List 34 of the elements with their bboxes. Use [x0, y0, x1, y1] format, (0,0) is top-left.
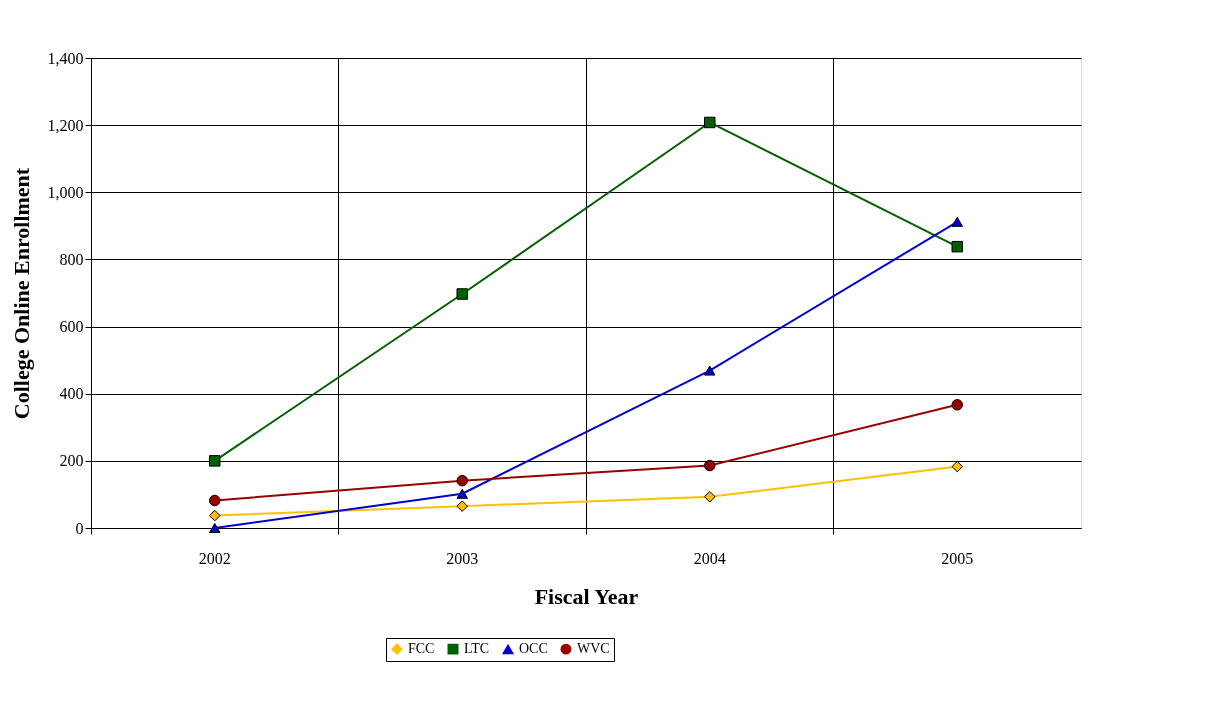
y-axis-title: College Online Enrollment	[8, 167, 34, 420]
legend-label: OCC	[519, 641, 548, 657]
point	[209, 455, 221, 467]
x-tick-label: 2004	[693, 549, 726, 567]
point	[456, 500, 468, 512]
point	[704, 491, 716, 503]
x-tick-label: 2002	[198, 549, 231, 567]
point	[456, 474, 468, 487]
y-tick-label: 800	[59, 250, 84, 268]
point	[456, 488, 468, 499]
y-tick-label: 1,400	[47, 49, 84, 67]
point	[951, 216, 963, 227]
point	[951, 399, 963, 411]
point	[456, 288, 468, 300]
point	[704, 459, 716, 472]
x-tick-label: 2003	[446, 549, 479, 567]
point	[209, 509, 221, 522]
legend-label: WVC	[577, 641, 610, 657]
legend-label: LTC	[464, 641, 490, 657]
x-axis-title: Fiscal Year	[534, 583, 639, 609]
point	[704, 365, 716, 376]
y-tick-label: 0	[75, 519, 84, 537]
y-tick-label: 400	[59, 385, 84, 403]
x-tick-label: 2005	[941, 549, 974, 567]
y-tick-label: 600	[59, 318, 84, 336]
point	[209, 494, 221, 507]
y-tick-label: 1,000	[47, 183, 84, 201]
point	[209, 522, 221, 534]
point	[704, 116, 716, 129]
point	[951, 240, 963, 253]
y-tick-label: 1,200	[47, 116, 84, 134]
y-tick-label: 200	[59, 452, 84, 470]
point	[951, 460, 963, 473]
legend-label: FCC	[408, 641, 435, 657]
